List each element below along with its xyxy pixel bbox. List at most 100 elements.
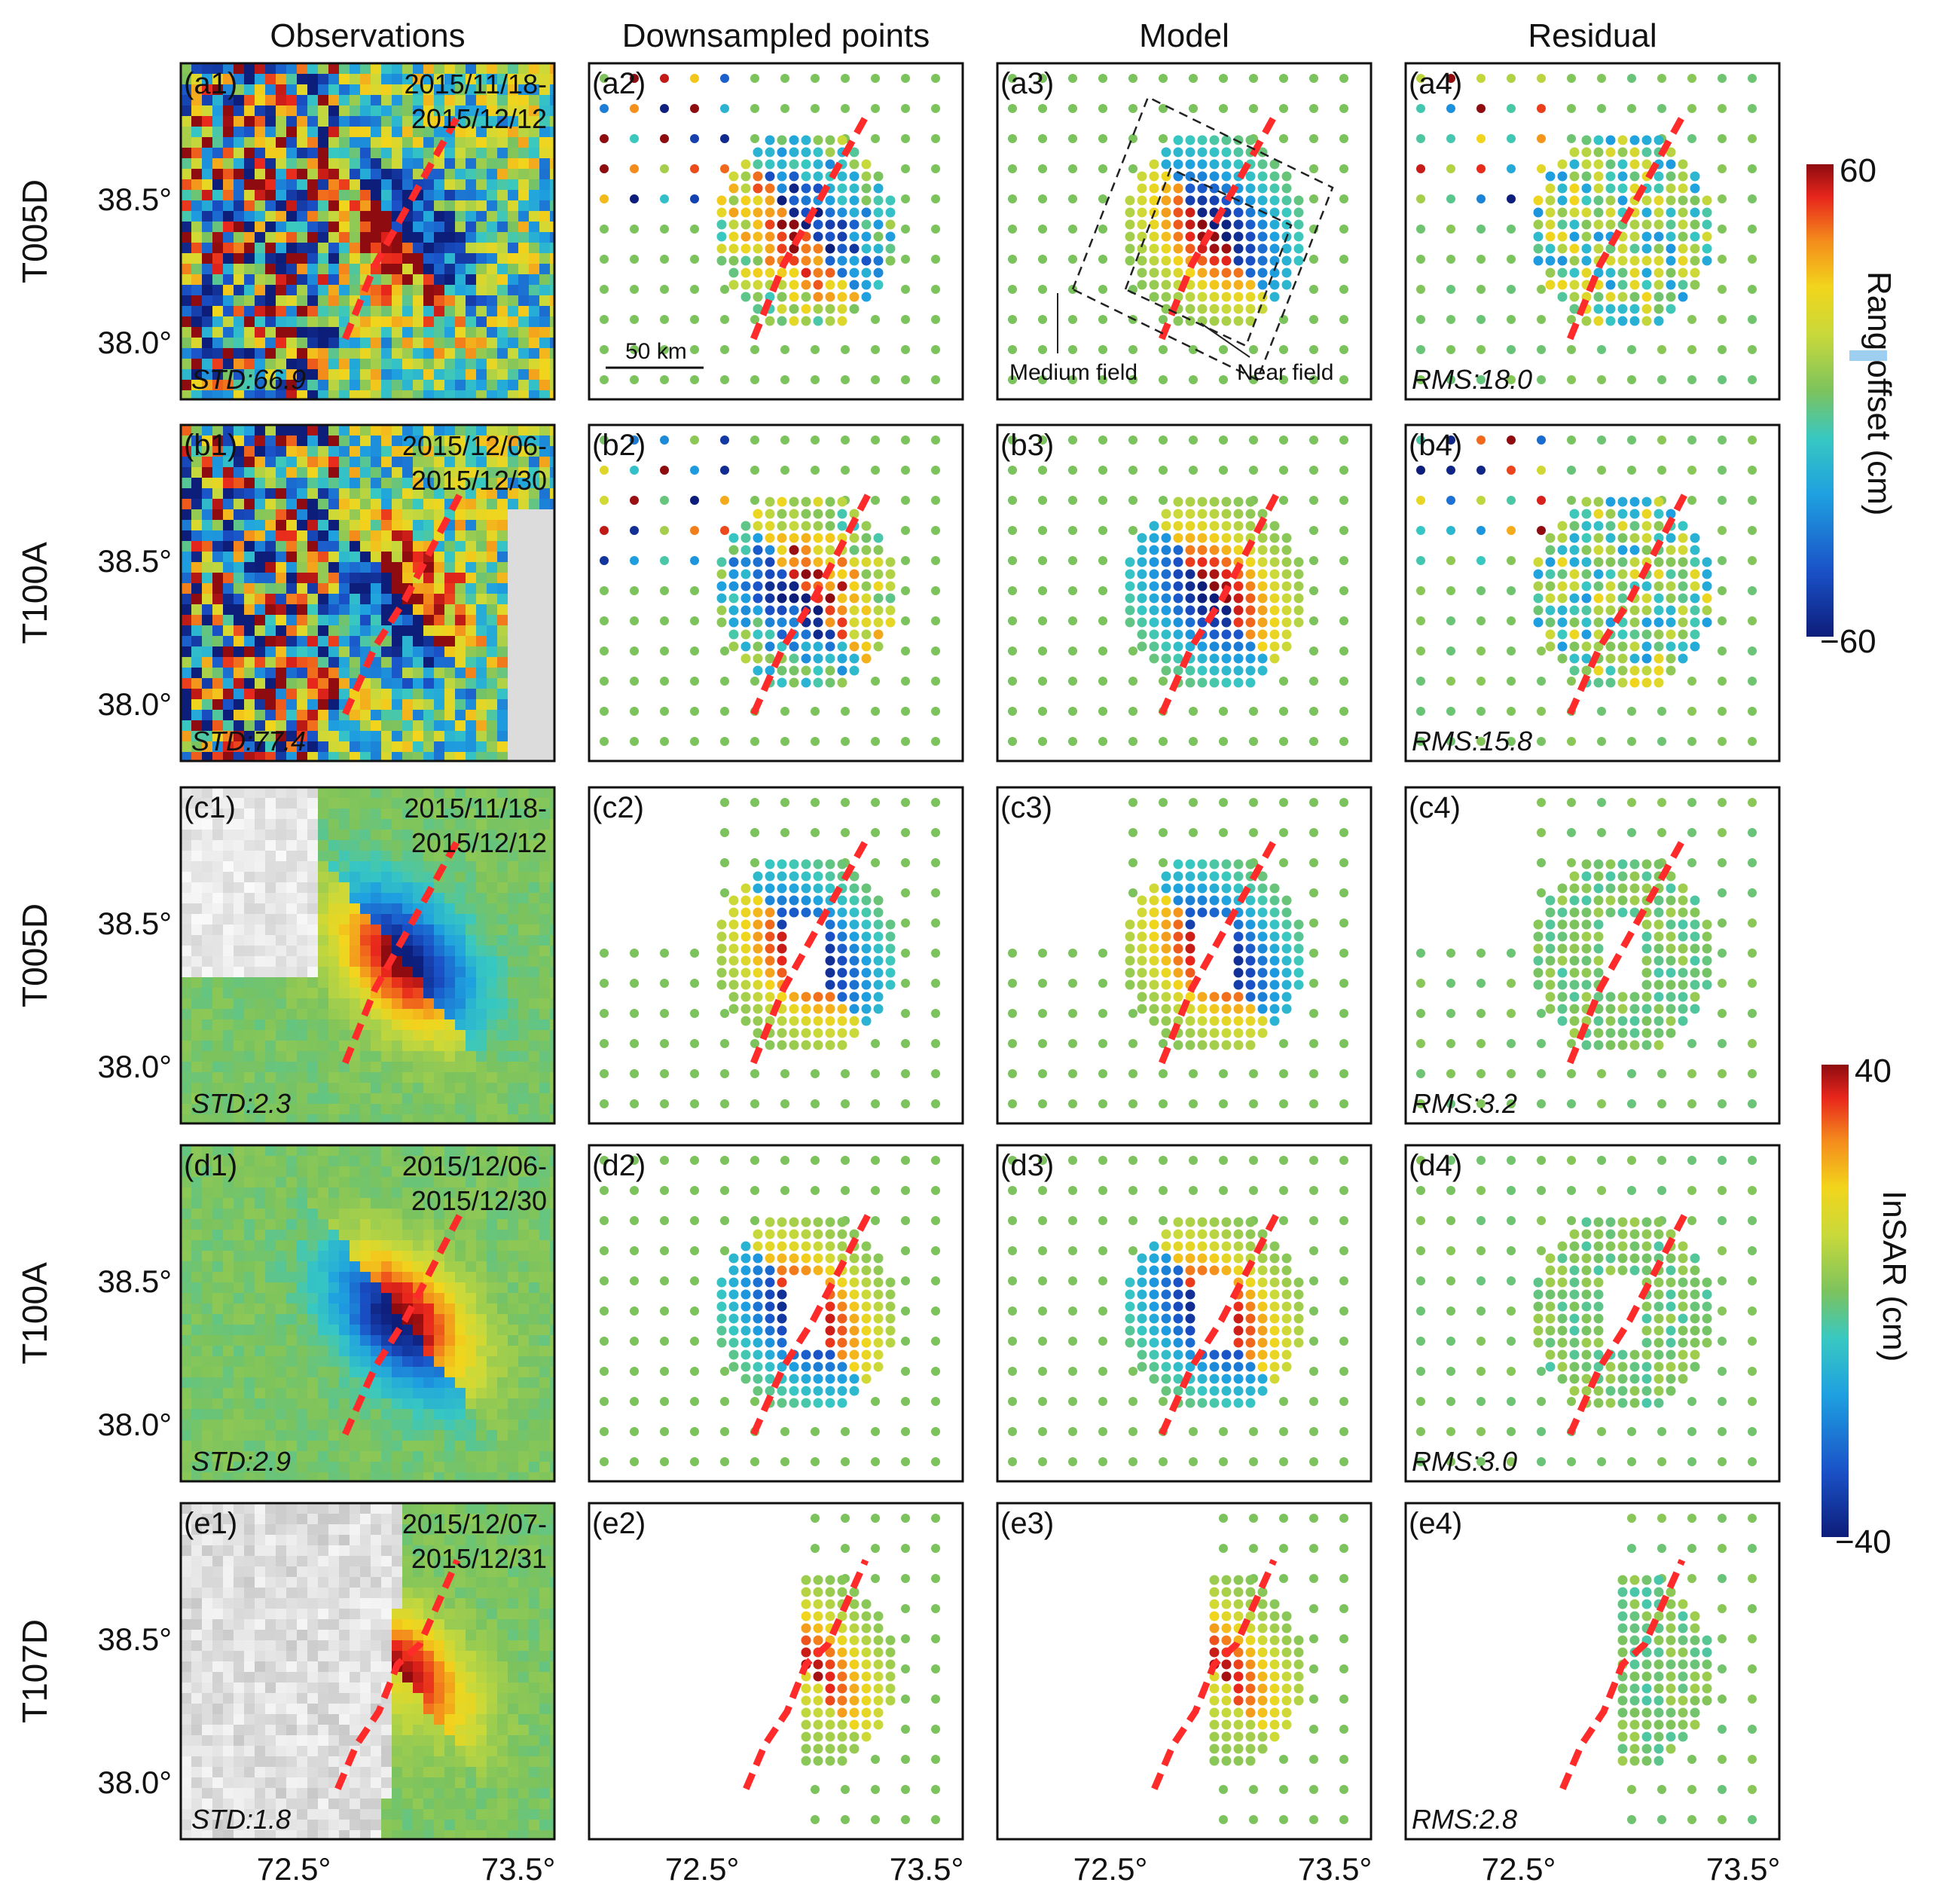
data-point [1641, 859, 1652, 869]
data-point [728, 641, 739, 652]
data-point [849, 1313, 860, 1324]
data-point [825, 1265, 835, 1276]
data-point [1233, 1731, 1244, 1742]
data-point [1654, 1028, 1664, 1038]
data-point [861, 533, 872, 543]
data-point [720, 466, 729, 475]
data-point [801, 1744, 811, 1754]
data-point [1245, 581, 1256, 591]
data-point [1209, 509, 1220, 519]
data-point [901, 194, 910, 203]
data-point [1687, 1574, 1696, 1583]
data-point [1569, 267, 1580, 278]
data-point [901, 1397, 910, 1406]
data-point [825, 267, 835, 278]
data-point [1641, 1575, 1652, 1585]
data-point [765, 895, 775, 906]
data-point [690, 496, 699, 505]
data-point [753, 617, 763, 628]
data-point [871, 707, 880, 716]
data-point [660, 646, 669, 656]
data-point [837, 1731, 847, 1742]
data-point [1161, 1337, 1171, 1348]
data-point [1281, 267, 1292, 278]
data-point [1654, 1398, 1664, 1408]
data-point [630, 1009, 639, 1018]
fault-trace [750, 839, 869, 1065]
latitude-tick: 38.5° [97, 906, 172, 941]
data-point [1629, 183, 1640, 194]
data-point [777, 1217, 787, 1227]
data-point [1569, 159, 1580, 170]
data-point [861, 243, 872, 254]
data-point [1641, 1028, 1652, 1038]
data-point [811, 1186, 820, 1195]
data-point [1173, 1229, 1183, 1239]
data-point [1581, 557, 1592, 567]
data-point [1687, 1755, 1696, 1764]
data-point [837, 593, 847, 604]
data-point [1629, 1719, 1640, 1730]
data-point [801, 521, 811, 531]
data-point [1446, 194, 1455, 203]
data-point [780, 1156, 789, 1165]
data-point [1416, 1186, 1425, 1195]
data-point [1593, 1028, 1604, 1038]
data-point [1245, 1016, 1256, 1026]
data-point [885, 557, 896, 567]
data-point [1125, 231, 1135, 242]
data-point [780, 737, 789, 746]
data-point [1197, 159, 1208, 170]
data-point [1629, 280, 1640, 290]
data-point [1690, 593, 1700, 604]
data-point [1257, 871, 1268, 882]
data-point [825, 859, 835, 869]
data-point [801, 171, 811, 182]
data-point [1617, 1695, 1628, 1706]
data-point [813, 497, 823, 507]
data-point [1476, 1156, 1486, 1165]
data-point [901, 1276, 910, 1285]
panel-frame [179, 423, 556, 763]
data-point [1557, 1313, 1568, 1324]
data-point [1161, 1265, 1171, 1276]
data-point [1557, 569, 1568, 579]
panel-label: (a2) [592, 67, 646, 100]
data-point [1125, 1337, 1135, 1348]
data-point [1567, 737, 1576, 746]
data-point [1269, 1599, 1280, 1609]
data-point [1257, 665, 1268, 676]
data-point [1557, 1253, 1568, 1264]
data-point [837, 267, 847, 278]
data-point [1219, 707, 1228, 716]
data-point [837, 967, 847, 978]
data-point [813, 1386, 823, 1396]
data-point [861, 1016, 872, 1026]
data-point [1629, 135, 1640, 145]
data-point [901, 646, 910, 656]
data-point [1221, 243, 1232, 254]
data-point [1641, 1265, 1652, 1276]
data-point [1666, 280, 1676, 290]
data-point [1257, 195, 1268, 206]
data-point [777, 629, 787, 640]
data-point [728, 171, 739, 182]
data-point [1567, 375, 1576, 384]
data-point [1128, 1427, 1137, 1436]
data-point [1569, 521, 1580, 531]
data-point [1545, 231, 1556, 242]
date-start: 2015/11/18- [405, 69, 548, 99]
data-point [1593, 267, 1604, 278]
data-point [720, 164, 729, 173]
data-point [1702, 593, 1712, 604]
data-point [1629, 1599, 1640, 1609]
data-point [1257, 1277, 1268, 1288]
data-point [1149, 1374, 1159, 1384]
data-point [1233, 1325, 1244, 1336]
data-point [1269, 521, 1280, 531]
data-point [813, 1265, 823, 1276]
data-point [813, 617, 823, 628]
data-point [885, 919, 896, 930]
data-point [1197, 521, 1208, 531]
data-point [1666, 533, 1676, 543]
